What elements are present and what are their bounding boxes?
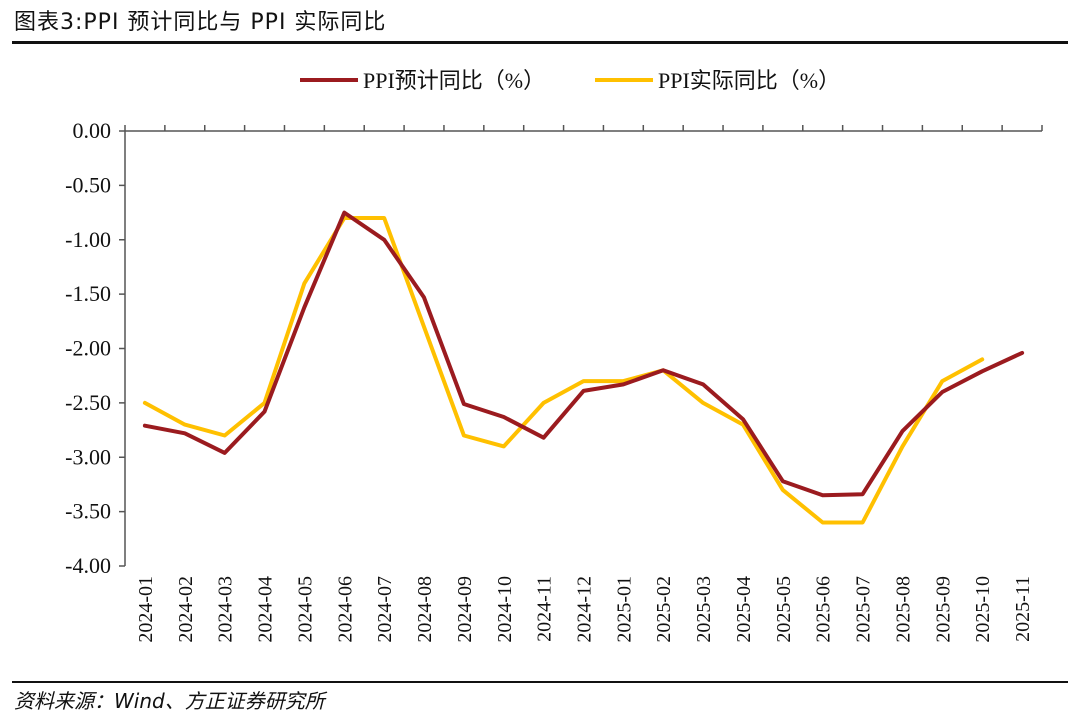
figure-title: 图表3:PPI 预计同比与 PPI 实际同比 [14,10,387,35]
x-tick-label: 2025-05 [773,576,795,643]
source-note: 资料来源：Wind、方正证券研究所 [14,689,325,713]
x-tick-label: 2025-02 [653,576,675,643]
y-tick-label: -2.50 [65,390,111,415]
x-axis: 2024-01 2024-02 2024-03 2024-04 2024-05 2024-… [124,125,1043,643]
y-tick-label: -1.00 [65,227,111,252]
x-tick-label: 2024-03 [215,576,237,643]
y-tick-label: -1.50 [65,281,111,306]
series-line-actual [142,216,985,525]
x-tick-label: 2024-09 [454,576,476,643]
legend-label-forecast: PPI预计同比（%） [363,68,545,93]
x-tick-label: 2025-01 [613,576,635,643]
x-tick-label: 2025-08 [892,576,914,643]
x-tick-label: 2024-01 [135,576,157,643]
series-line-forecast [142,210,1025,498]
x-tick-label: 2025-06 [813,576,835,643]
y-tick-label: -4.00 [65,553,111,578]
y-tick-label: -3.00 [65,444,111,469]
legend-label-actual: PPI实际同比（%） [658,68,840,93]
x-tick-label: 2024-02 [175,576,197,643]
legend: PPI预计同比（%） PPI实际同比（%） [300,68,840,93]
y-tick-label: -0.50 [65,172,111,197]
x-tick-label: 2025-11 [1012,576,1034,642]
x-tick-label: 2025-03 [693,576,715,643]
x-tick-label: 2024-11 [534,576,556,642]
x-tick-label: 2024-07 [374,576,396,643]
x-tick-label: 2024-10 [494,576,516,643]
x-tick-label: 2024-04 [255,576,277,643]
y-axis: 0.00 -0.50 -1.00 -1.50 -2.00 -2.50 -3.00 -3.50 -… [65,118,126,578]
y-tick-label: -2.00 [65,336,111,361]
source-rule [12,681,1068,683]
x-tick-label: 2025-04 [733,576,755,643]
x-tick-label: 2024-06 [334,576,356,643]
x-tick-label: 2024-12 [574,576,596,643]
x-tick-label: 2024-08 [414,576,436,643]
y-tick-label: -3.50 [65,499,111,524]
x-tick-label: 2025-09 [932,576,954,643]
title-rule [12,41,1068,44]
y-tick-label: 0.00 [73,118,112,143]
x-tick-label: 2025-10 [972,576,994,643]
series-layer [142,210,1025,525]
x-tick-label: 2025-07 [853,576,875,643]
x-tick-label: 2024-05 [294,576,316,643]
